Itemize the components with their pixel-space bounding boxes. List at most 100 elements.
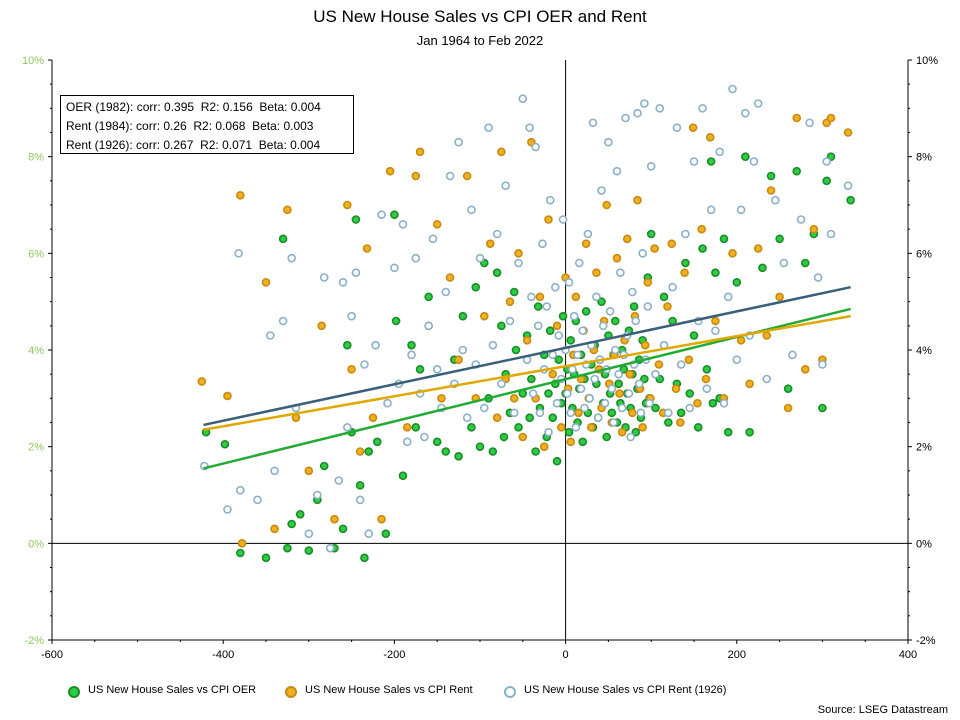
scatter-point [732, 355, 742, 364]
scatter-point [390, 263, 399, 273]
y-tick-label-right: -2% [916, 635, 936, 647]
scatter-point [600, 398, 610, 408]
scatter-point [617, 403, 627, 413]
scatter-point [676, 360, 686, 369]
scatter-point [741, 152, 750, 161]
scatter-point [581, 239, 591, 248]
scatter-point [411, 423, 421, 432]
scatter-point [420, 432, 429, 442]
scatter-point [471, 282, 481, 292]
scatter-point [753, 244, 763, 253]
scatter-point [766, 186, 776, 195]
scatter-point [334, 476, 344, 485]
scatter-point [445, 171, 455, 181]
scatter-point [398, 220, 408, 229]
scatter-point [633, 195, 642, 205]
scatter-point [548, 350, 558, 360]
scatter-point [592, 268, 601, 277]
scatter-point [545, 195, 555, 205]
scatter-point [629, 302, 639, 311]
y-tick-label-right: 8% [916, 152, 932, 164]
scatter-point [719, 398, 729, 408]
scatter-point [391, 316, 401, 326]
scatter-point [261, 553, 271, 563]
legend-marker-rent [285, 686, 297, 698]
x-tick-label: -400 [212, 649, 234, 661]
scatter-point [509, 408, 519, 418]
scatter-point [287, 519, 296, 529]
scatter-point [706, 205, 716, 215]
scatter-point [771, 195, 780, 205]
scatter-point [597, 186, 606, 195]
scatter-point [383, 398, 392, 408]
scatter-point [467, 205, 476, 215]
scatter-point [234, 249, 243, 258]
scatter-point [702, 384, 712, 393]
scatter-point [792, 113, 802, 123]
scatter-point [497, 147, 506, 157]
scatter-point [581, 307, 591, 316]
scatter-point [640, 99, 649, 108]
scatter-point [843, 181, 853, 190]
stats-line-rent-1984: Rent (1984): corr: 0.26 R2: 0.068 Beta: … [66, 119, 314, 133]
legend-label-oer: US New House Sales vs CPI OER [88, 684, 257, 696]
scatter-point [253, 495, 262, 505]
scatter-point [475, 442, 485, 451]
scatter-point [681, 258, 690, 268]
scatter-point [753, 99, 763, 108]
scatter-point [538, 239, 547, 248]
scatter-point [640, 374, 649, 384]
scatter-point [654, 360, 664, 369]
scatter-point [475, 253, 485, 263]
scatter-point [319, 273, 329, 282]
chart-title: US New House Sales vs CPI OER and Rent [313, 7, 647, 26]
scatter-point [711, 268, 720, 277]
scatter-point [685, 403, 695, 413]
scatter-point [552, 321, 562, 331]
scatter-point [415, 147, 425, 157]
scatter-point [283, 205, 292, 215]
scatter-point [783, 384, 793, 393]
scatter-point [800, 365, 810, 374]
scatter-point [484, 123, 493, 132]
y-tick-label-right: 6% [916, 248, 932, 260]
scatter-point [488, 447, 498, 456]
scatter-point [697, 224, 707, 234]
x-tick-label: 0 [563, 649, 569, 661]
scatter-point [371, 340, 380, 350]
scatter-point [628, 408, 637, 418]
scatter-point [688, 123, 698, 132]
scatter-point [650, 244, 659, 253]
scatter-point [681, 229, 690, 239]
scatter-point [499, 432, 509, 442]
y-tick-label-left: 4% [28, 345, 44, 357]
scatter-point [360, 553, 369, 563]
scatter-point [800, 258, 810, 268]
scatter-point [351, 268, 361, 277]
scatter-point [676, 408, 686, 418]
scatter-point [788, 350, 797, 360]
x-tick-label: 400 [899, 649, 917, 661]
scatter-point [664, 408, 673, 418]
scatter-point [458, 311, 468, 321]
scatter-point [424, 321, 433, 331]
scatter-point [441, 287, 451, 297]
scatter-point [578, 437, 588, 447]
scatter-point [826, 229, 836, 239]
scatter-point [566, 336, 576, 345]
scatter-point [563, 389, 572, 398]
scatter-point [702, 365, 712, 374]
scatter-point [646, 229, 656, 239]
scatter-point [514, 423, 523, 432]
scatter-point [568, 365, 577, 374]
scatter-point [454, 137, 463, 147]
scatter-point [736, 336, 746, 345]
scatter-point [548, 413, 558, 422]
scatter-point [783, 403, 793, 413]
scatter-point [766, 171, 776, 181]
scatter-point [708, 398, 718, 408]
scatter-point [602, 200, 611, 210]
scatter-point [779, 258, 789, 268]
scatter-point [364, 529, 374, 538]
